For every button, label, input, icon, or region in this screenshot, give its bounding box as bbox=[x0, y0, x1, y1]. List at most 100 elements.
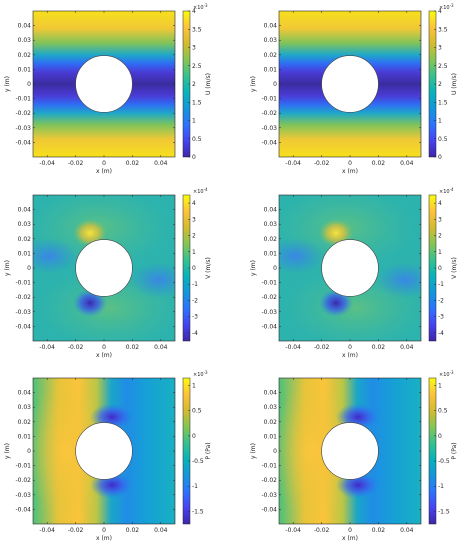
colorbar-tick-label: 0.5 bbox=[438, 136, 448, 143]
colorbar-exponent: ×10-3 bbox=[439, 370, 454, 378]
colorbar-tick-label: 0.5 bbox=[192, 408, 202, 415]
x-tick-label: 0 bbox=[102, 160, 106, 167]
y-tick-label: 0.01 bbox=[18, 66, 32, 73]
x-axis-label: x (m) bbox=[96, 168, 112, 175]
colorbar-label: V (m/s) bbox=[205, 257, 212, 279]
colorbar-tick-label: 2 bbox=[438, 81, 442, 88]
x-tick-label: -0.02 bbox=[314, 160, 330, 167]
colorbar-tick-label: 1.5 bbox=[192, 99, 202, 106]
y-tick-label: -0.03 bbox=[15, 309, 31, 316]
colorbar-tick-label: 1 bbox=[192, 118, 196, 125]
y-tick-label: -0.01 bbox=[15, 280, 31, 287]
colorbar-label: P (Pa) bbox=[205, 442, 212, 459]
x-axis-label: x (m) bbox=[96, 535, 112, 542]
x-tick-label: -0.02 bbox=[68, 160, 84, 167]
colorbar-tick-label: 4 bbox=[192, 200, 196, 207]
y-tick-label: -0.04 bbox=[15, 139, 31, 146]
colorbar-tick-label: 2 bbox=[438, 233, 442, 240]
x-tick-label: 0.04 bbox=[154, 527, 168, 534]
y-axis-label: y (m) bbox=[4, 443, 11, 459]
colorbar-tick-label: -0.5 bbox=[192, 458, 204, 465]
y-tick-label: -0.02 bbox=[261, 110, 277, 117]
y-tick-label: 0.01 bbox=[18, 250, 32, 257]
x-tick-label: 0 bbox=[102, 344, 106, 351]
y-tick-label: 0.03 bbox=[264, 37, 278, 44]
y-tick-label: -0.04 bbox=[15, 506, 31, 513]
colorbar-tick-label: 1 bbox=[438, 383, 442, 390]
colorbar-tick-label: 3 bbox=[438, 216, 442, 223]
x-tick-label: 0.02 bbox=[126, 160, 140, 167]
x-tick-label: 0.02 bbox=[126, 527, 140, 534]
colorbar-tick-label: 0 bbox=[438, 433, 442, 440]
colorbar-exponent: ×10-4 bbox=[439, 187, 454, 195]
colorbar-exponent: ×10-3 bbox=[193, 3, 208, 11]
y-tick-label: 0.02 bbox=[18, 419, 32, 426]
x-tick-label: -0.04 bbox=[285, 160, 301, 167]
colorbar-tick-label: 1 bbox=[192, 383, 196, 390]
y-tick-label: 0.04 bbox=[264, 390, 278, 397]
y-tick-label: -0.03 bbox=[15, 492, 31, 499]
x-tick-label: 0 bbox=[348, 344, 352, 351]
colorbar-tick-label: -1 bbox=[192, 483, 198, 490]
colorbar-tick-label: 2.5 bbox=[438, 63, 448, 70]
y-tick-label: -0.04 bbox=[261, 506, 277, 513]
colorbar-tick-label: 1 bbox=[438, 118, 442, 125]
y-tick-label: 0.02 bbox=[264, 52, 278, 59]
panel-v-left: -0.04 -0.02 0 0.02 0.04 x (m) 0.04 0.03 0.02 0.01… bbox=[4, 187, 212, 359]
colorbar-tick-label: 1.5 bbox=[438, 99, 448, 106]
y-tick-label: 0.03 bbox=[18, 37, 32, 44]
x-tick-label: 0.04 bbox=[154, 160, 168, 167]
colorbar-tick-label: 0 bbox=[192, 433, 196, 440]
colorbar-label: U (m/s) bbox=[205, 73, 212, 95]
y-tick-label: -0.03 bbox=[261, 492, 277, 499]
cylinder-obstacle bbox=[321, 55, 379, 113]
panel-u-left: -0.04 -0.02 0 0.02 0.04 x (m) 0.04 0.03 0.02 0.01… bbox=[4, 3, 212, 175]
y-tick-label: 0.01 bbox=[264, 66, 278, 73]
y-tick-label: 0.04 bbox=[18, 23, 32, 30]
field-heatmap bbox=[279, 195, 421, 341]
y-axis-label: y (m) bbox=[4, 76, 11, 92]
y-tick-label: -0.01 bbox=[15, 463, 31, 470]
x-tick-label: 0.02 bbox=[372, 527, 386, 534]
y-tick-label: -0.04 bbox=[15, 323, 31, 330]
y-tick-label: 0.04 bbox=[264, 23, 278, 30]
colorbar-tick-label: 3.5 bbox=[192, 26, 202, 33]
y-tick-label: 0.01 bbox=[264, 250, 278, 257]
y-tick-label: 0.03 bbox=[18, 221, 32, 228]
colorbar-tick-label: -4 bbox=[192, 330, 198, 337]
x-tick-label: 0 bbox=[348, 527, 352, 534]
cylinder-obstacle bbox=[75, 55, 133, 113]
x-tick-label: -0.02 bbox=[68, 344, 84, 351]
x-tick-label: -0.04 bbox=[39, 160, 55, 167]
x-axis-label: x (m) bbox=[96, 352, 112, 359]
x-tick-label: -0.02 bbox=[314, 527, 330, 534]
colorbar-tick-label: 1 bbox=[438, 249, 442, 256]
colorbar-tick-label: 1 bbox=[192, 249, 196, 256]
x-axis-label: x (m) bbox=[342, 535, 358, 542]
y-tick-label: 0.02 bbox=[18, 236, 32, 243]
y-tick-label: -0.02 bbox=[15, 110, 31, 117]
colorbar-tick-label: 4 bbox=[438, 8, 442, 15]
colorbar-tick-label: 3 bbox=[192, 216, 196, 223]
y-tick-label: 0 bbox=[27, 448, 31, 455]
y-tick-label: 0.03 bbox=[264, 221, 278, 228]
x-tick-label: 0.04 bbox=[400, 160, 414, 167]
colorbar-label: P (Pa) bbox=[451, 442, 458, 459]
colorbar-tick-label: -4 bbox=[438, 330, 444, 337]
cylinder-obstacle bbox=[75, 239, 133, 297]
colorbar-tick-label: -2 bbox=[192, 297, 198, 304]
x-tick-label: -0.04 bbox=[285, 344, 301, 351]
colorbar-tick-label: 3 bbox=[192, 45, 196, 52]
y-axis-label: y (m) bbox=[250, 76, 257, 92]
panel-v-right: -0.04 -0.02 0 0.02 0.04 x (m) 0.04 0.03 0.02 0.01… bbox=[250, 187, 458, 359]
colorbar-tick-label: -1 bbox=[192, 281, 198, 288]
y-axis-label: y (m) bbox=[250, 260, 257, 276]
colorbar-tick-label: 4 bbox=[192, 8, 196, 15]
x-tick-label: 0.02 bbox=[372, 344, 386, 351]
x-tick-label: -0.04 bbox=[39, 344, 55, 351]
panel-u-right: -0.04 -0.02 0 0.02 0.04 x (m) 0.04 0.03 0.02 0.01… bbox=[250, 3, 458, 175]
y-tick-label: -0.01 bbox=[15, 96, 31, 103]
x-axis-label: x (m) bbox=[342, 168, 358, 175]
colorbar-tick-label: 4 bbox=[438, 200, 442, 207]
